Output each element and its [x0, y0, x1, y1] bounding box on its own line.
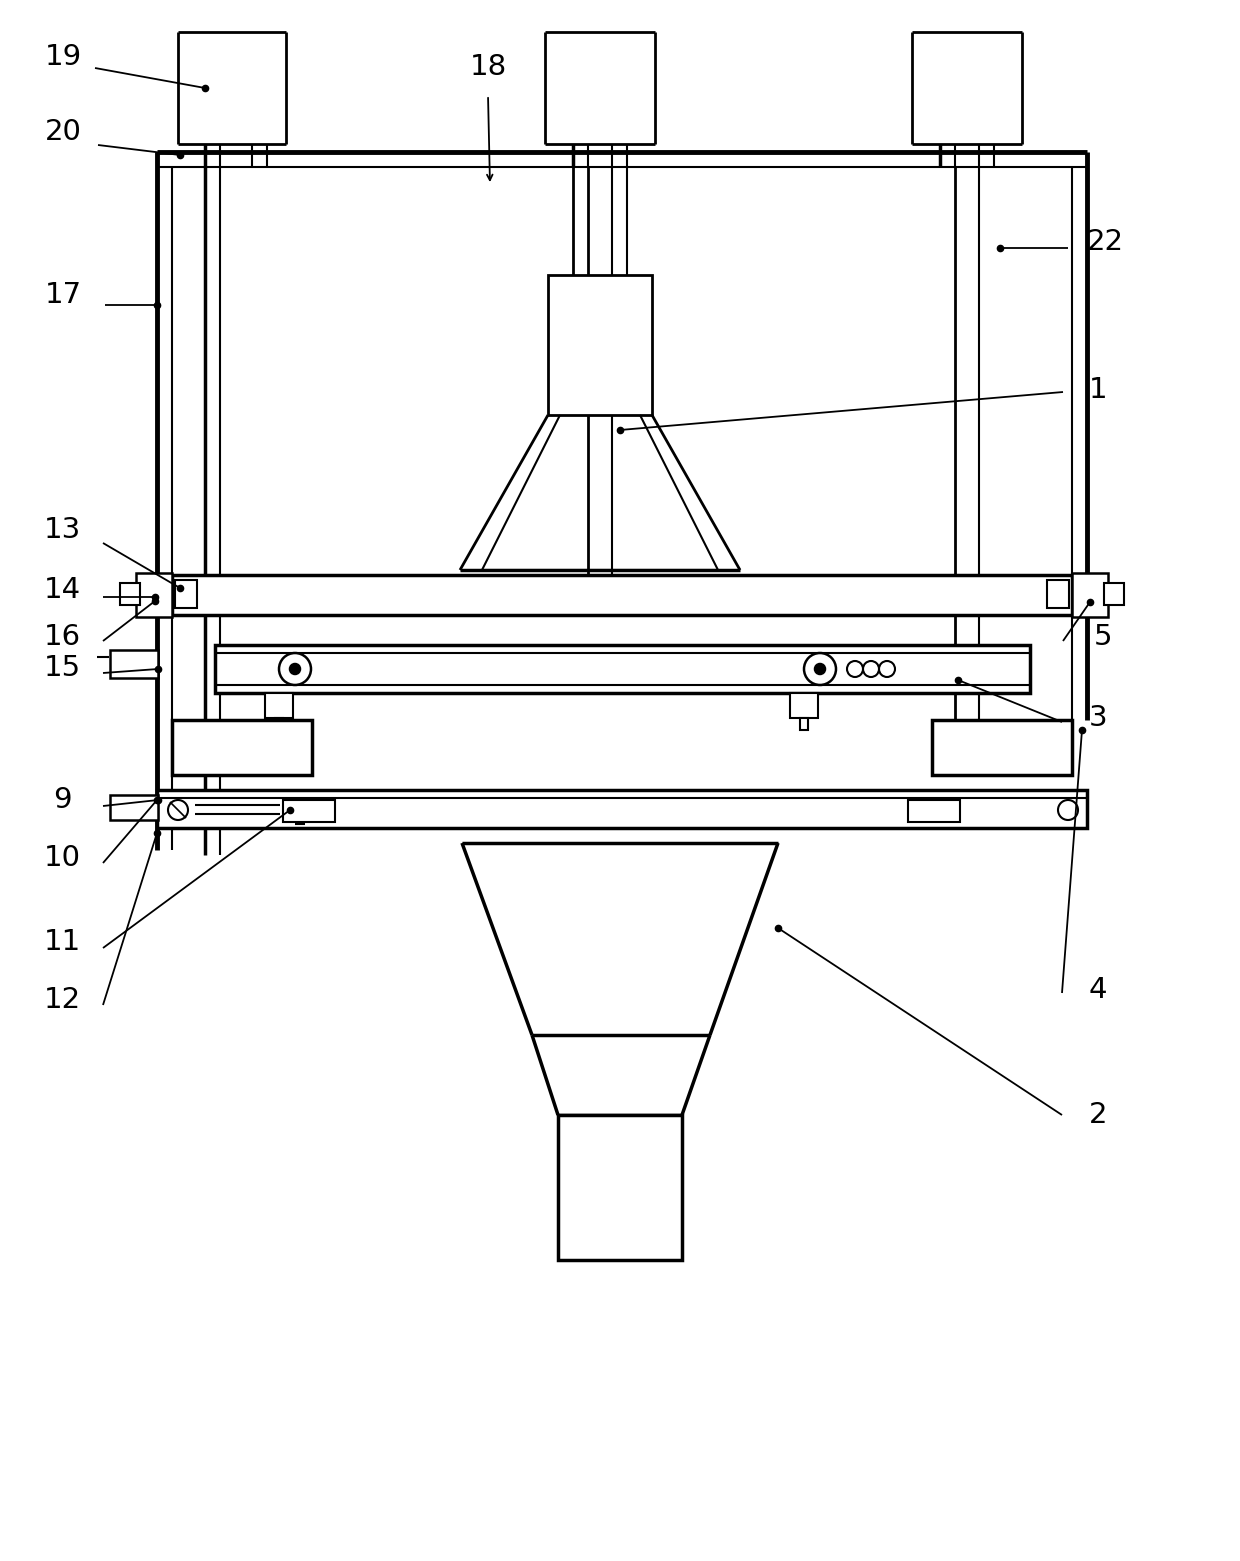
Text: 22: 22: [1086, 228, 1123, 256]
Text: 15: 15: [43, 654, 81, 682]
Bar: [548, 275, 652, 415]
Text: 20: 20: [45, 119, 82, 147]
Circle shape: [290, 663, 300, 674]
Bar: [215, 645, 1030, 693]
Bar: [172, 720, 312, 774]
Text: 5: 5: [1094, 623, 1112, 651]
Bar: [136, 573, 172, 617]
Bar: [908, 799, 960, 823]
Text: 2: 2: [1089, 1101, 1107, 1129]
Bar: [175, 581, 197, 607]
Bar: [1104, 582, 1123, 606]
Text: 9: 9: [53, 787, 71, 813]
Text: 13: 13: [43, 517, 81, 543]
Text: 10: 10: [43, 845, 81, 873]
Text: 11: 11: [43, 927, 81, 955]
Text: 17: 17: [45, 281, 82, 309]
Bar: [932, 720, 1073, 774]
Bar: [1047, 581, 1069, 607]
Bar: [157, 790, 1087, 827]
Bar: [265, 693, 293, 718]
Text: 16: 16: [43, 623, 81, 651]
Bar: [283, 799, 335, 823]
Bar: [110, 649, 157, 677]
Bar: [558, 1115, 682, 1260]
Text: 1: 1: [1089, 376, 1107, 404]
Bar: [120, 582, 140, 606]
Bar: [790, 693, 818, 718]
Bar: [1073, 573, 1109, 617]
Text: 14: 14: [43, 576, 81, 604]
Bar: [110, 795, 157, 820]
Bar: [800, 718, 808, 731]
Text: 18: 18: [470, 53, 507, 81]
Text: 12: 12: [43, 987, 81, 1015]
Bar: [275, 718, 283, 731]
Circle shape: [815, 663, 825, 674]
Text: 3: 3: [1089, 704, 1107, 732]
Bar: [172, 574, 1073, 615]
Text: 4: 4: [1089, 976, 1107, 1004]
Text: 19: 19: [45, 44, 82, 70]
